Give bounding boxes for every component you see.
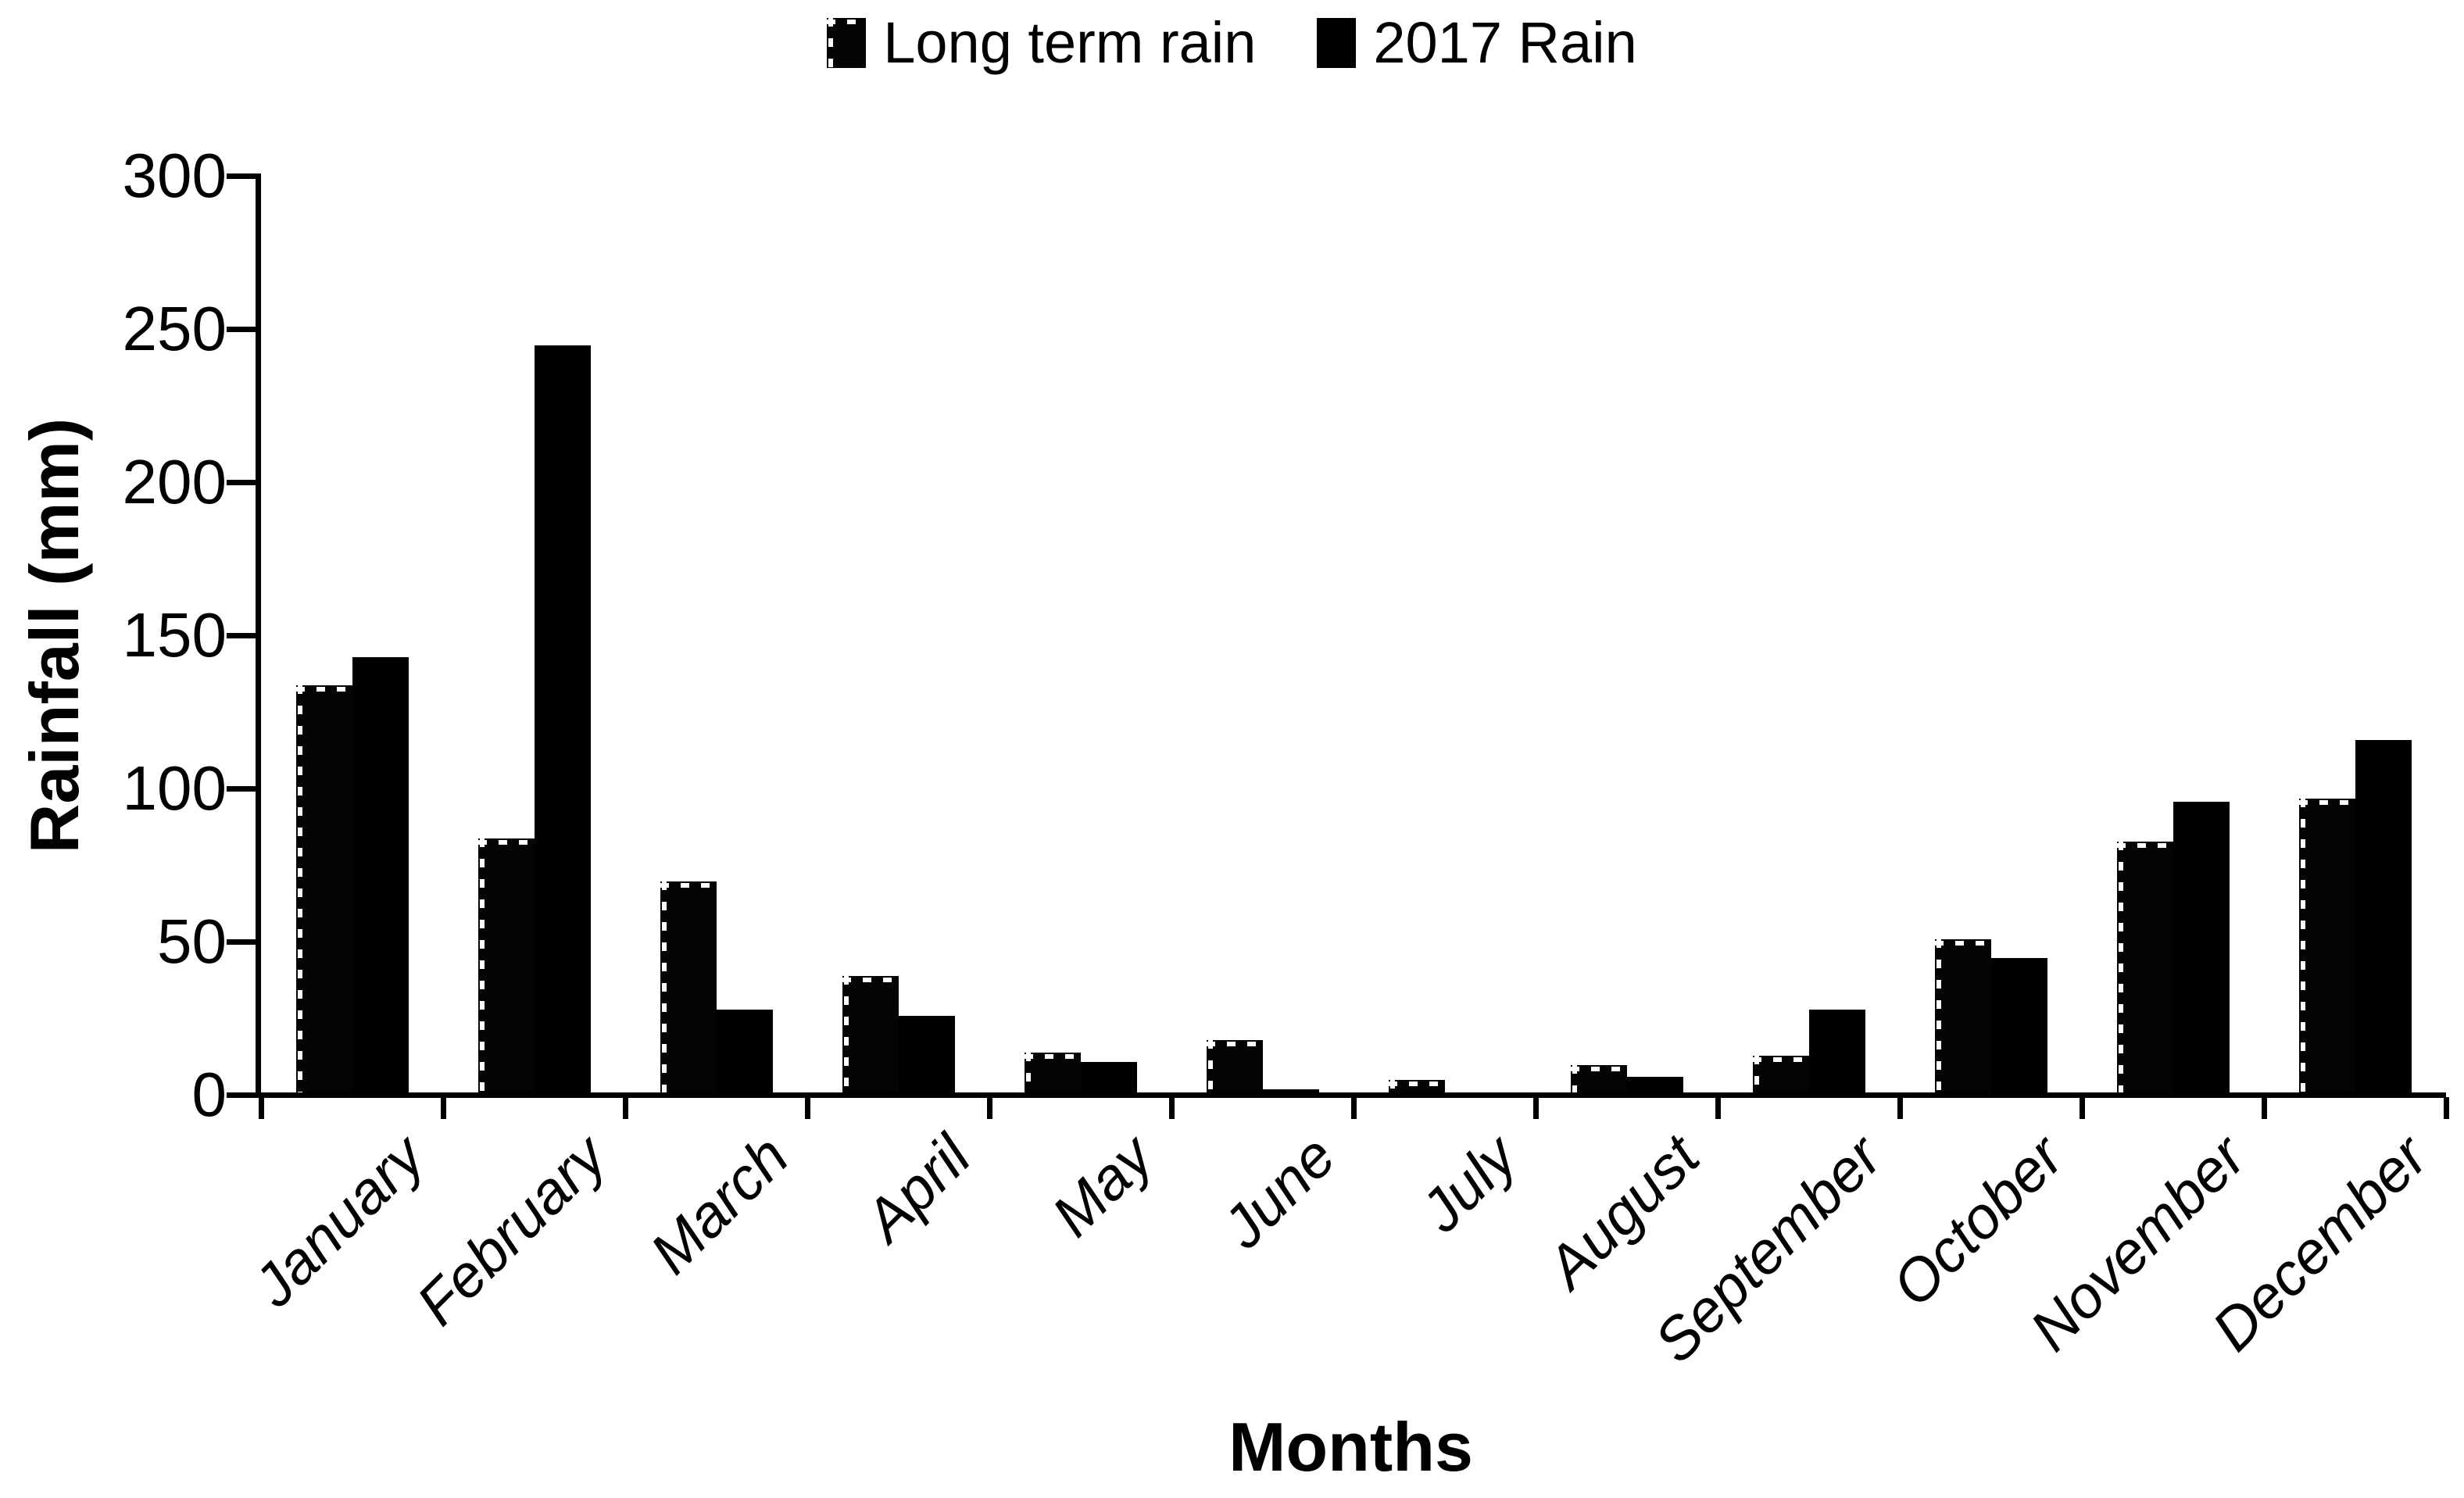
y-tick-label-250: 250	[122, 294, 227, 363]
x-tick-mark-4	[987, 1097, 992, 1119]
x-tick-mark-7	[1533, 1097, 1539, 1119]
bar-group-july	[1354, 173, 1536, 1092]
bar-2017-march	[716, 1010, 773, 1092]
bar-group-march	[625, 173, 807, 1092]
bar-long-term-august	[1570, 1064, 1627, 1093]
y-tick-label-0: 0	[191, 1060, 227, 1129]
y-tick-mark-250	[227, 327, 256, 332]
x-axis-title: Months	[1228, 1408, 1473, 1485]
y-tick-label-200: 200	[122, 447, 227, 517]
x-tick-mark-5	[1169, 1097, 1175, 1119]
x-tick-mark-3	[805, 1097, 810, 1119]
bar-groups	[261, 173, 2446, 1093]
bar-2017-december	[2355, 740, 2412, 1092]
bar-group-august	[1536, 173, 1718, 1093]
bar-long-term-november	[2116, 841, 2173, 1093]
x-tick-label-march: March	[638, 1123, 802, 1287]
bar-group-november	[2082, 173, 2264, 1093]
bar-group-september	[1718, 173, 1900, 1092]
bar-long-term-april	[842, 976, 899, 1092]
y-tick-label-100: 100	[122, 753, 227, 823]
bar-group-january	[261, 173, 443, 1093]
bar-long-term-january	[295, 685, 352, 1093]
x-tick-mark-8	[1715, 1097, 1721, 1119]
legend-swatch-2017-rain	[1317, 18, 1357, 68]
x-tick-mark-9	[1897, 1097, 1903, 1119]
bar-group-february	[443, 173, 625, 1093]
y-tick-mark-300	[227, 173, 256, 179]
y-tick-mark-0	[227, 1092, 256, 1098]
y-tick-label-300: 300	[122, 141, 227, 210]
x-tick-label-february: February	[404, 1123, 620, 1339]
bar-2017-june	[1262, 1089, 1319, 1092]
bar-long-term-july	[1388, 1080, 1445, 1092]
x-tick-label-may: May	[1039, 1123, 1166, 1250]
x-tick-mark-12	[2444, 1097, 2449, 1119]
x-tick-mark-0	[259, 1097, 264, 1119]
y-tick-mark-150	[227, 633, 256, 638]
chart-legend: Long term rain 2017 Rain	[0, 13, 2464, 73]
bar-group-june	[1171, 173, 1354, 1092]
x-tick-label-july: July	[1408, 1123, 1530, 1245]
bar-long-term-june	[1206, 1040, 1263, 1092]
x-tick-mark-1	[441, 1097, 446, 1119]
bar-2017-september	[1808, 1010, 1865, 1092]
bar-group-december	[2264, 173, 2446, 1093]
x-tick-mark-2	[623, 1097, 628, 1119]
bar-2017-may	[1080, 1061, 1137, 1092]
bar-2017-january	[352, 657, 409, 1092]
x-tick-label-june: June	[1210, 1123, 1348, 1261]
bar-2017-february	[534, 345, 591, 1092]
bar-long-term-february	[477, 838, 535, 1093]
bar-group-may	[989, 173, 1171, 1092]
bar-2017-april	[898, 1016, 955, 1092]
bar-2017-november	[2173, 801, 2230, 1092]
x-tick-mark-6	[1351, 1097, 1357, 1119]
y-tick-mark-50	[227, 939, 256, 945]
y-tick-mark-100	[227, 786, 256, 792]
bar-long-term-may	[1024, 1053, 1081, 1092]
legend-label-2017-rain: 2017 Rain	[1373, 10, 1637, 75]
bar-group-april	[807, 173, 989, 1092]
legend-item-long-term-rain: Long term rain	[827, 13, 1256, 73]
x-tick-label-april: April	[853, 1123, 984, 1254]
bar-long-term-december	[2298, 798, 2355, 1093]
plot-area	[256, 173, 2446, 1098]
bar-2017-october	[1990, 957, 2047, 1092]
x-tick-mark-10	[2080, 1097, 2085, 1119]
bar-long-term-september	[1752, 1056, 1809, 1092]
x-tick-label-august: August	[1534, 1123, 1712, 1301]
x-tick-mark-11	[2262, 1097, 2267, 1119]
bar-group-october	[1900, 173, 2082, 1092]
bar-long-term-march	[660, 881, 717, 1092]
legend-label-long-term-rain: Long term rain	[883, 10, 1257, 75]
bar-long-term-october	[1934, 939, 1991, 1092]
legend-item-2017-rain: 2017 Rain	[1317, 10, 1637, 75]
y-tick-label-150: 150	[122, 600, 227, 670]
y-tick-mark-200	[227, 480, 256, 485]
bar-2017-august	[1626, 1077, 1683, 1092]
legend-swatch-long-term-rain	[827, 18, 867, 68]
y-tick-label-50: 50	[157, 906, 227, 976]
